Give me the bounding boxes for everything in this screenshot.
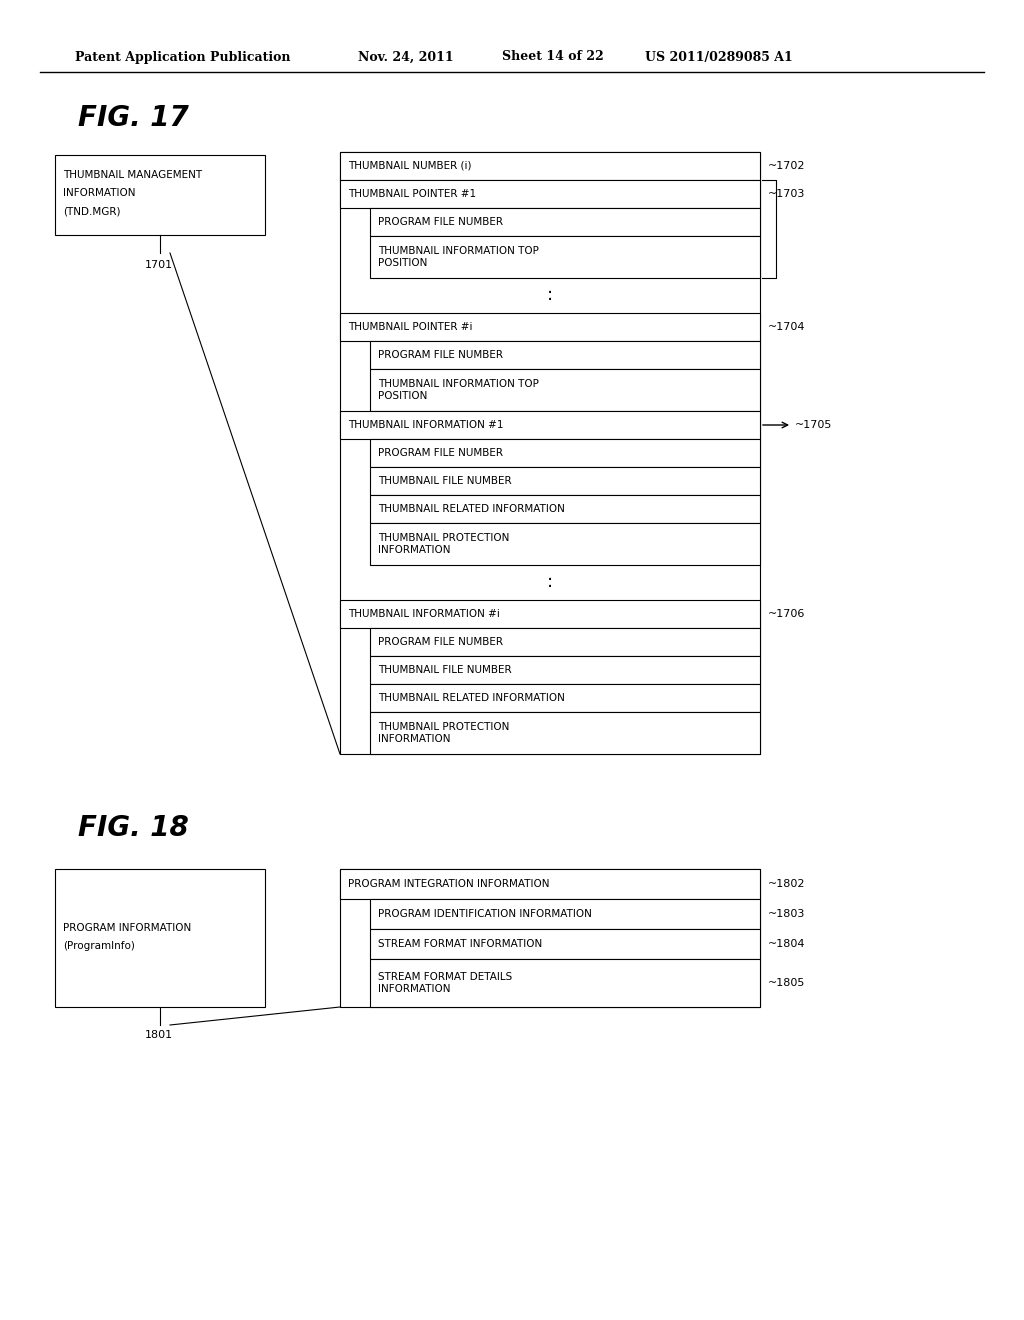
Text: THUMBNAIL MANAGEMENT: THUMBNAIL MANAGEMENT — [63, 170, 202, 180]
Bar — [340, 152, 760, 180]
Bar — [370, 960, 760, 1007]
Text: FIG. 17: FIG. 17 — [78, 104, 188, 132]
Text: THUMBNAIL INFORMATION TOP
POSITION: THUMBNAIL INFORMATION TOP POSITION — [378, 379, 539, 401]
Text: STREAM FORMAT INFORMATION: STREAM FORMAT INFORMATION — [378, 939, 543, 949]
Text: STREAM FORMAT DETAILS
INFORMATION: STREAM FORMAT DETAILS INFORMATION — [378, 973, 512, 994]
Bar — [340, 869, 760, 1007]
Text: ~1705: ~1705 — [795, 420, 833, 430]
Text: THUMBNAIL INFORMATION #i: THUMBNAIL INFORMATION #i — [348, 609, 500, 619]
Bar — [370, 929, 760, 960]
Bar — [340, 601, 760, 628]
Bar — [340, 411, 760, 440]
Text: THUMBNAIL POINTER #1: THUMBNAIL POINTER #1 — [348, 189, 476, 199]
Text: Sheet 14 of 22: Sheet 14 of 22 — [502, 50, 604, 63]
Text: INFORMATION: INFORMATION — [63, 187, 135, 198]
Text: (ProgramInfo): (ProgramInfo) — [63, 941, 135, 950]
Bar — [340, 180, 760, 209]
Text: ~1804: ~1804 — [768, 939, 806, 949]
Text: Patent Application Publication: Patent Application Publication — [75, 50, 291, 63]
Bar — [340, 152, 760, 754]
Text: :: : — [547, 286, 553, 304]
Bar — [370, 523, 760, 565]
Text: PROGRAM FILE NUMBER: PROGRAM FILE NUMBER — [378, 350, 503, 360]
Text: ~1706: ~1706 — [768, 609, 805, 619]
Text: PROGRAM FILE NUMBER: PROGRAM FILE NUMBER — [378, 447, 503, 458]
Text: THUMBNAIL PROTECTION
INFORMATION: THUMBNAIL PROTECTION INFORMATION — [378, 533, 509, 554]
Text: :: : — [547, 573, 553, 591]
Text: THUMBNAIL INFORMATION TOP
POSITION: THUMBNAIL INFORMATION TOP POSITION — [378, 247, 539, 268]
Text: 1701: 1701 — [145, 260, 173, 271]
Text: ~1805: ~1805 — [768, 978, 805, 987]
Text: ~1702: ~1702 — [768, 161, 806, 172]
Bar — [55, 869, 265, 1007]
Bar — [370, 341, 760, 370]
Text: FIG. 18: FIG. 18 — [78, 814, 188, 842]
Text: PROGRAM IDENTIFICATION INFORMATION: PROGRAM IDENTIFICATION INFORMATION — [378, 909, 592, 919]
Bar — [370, 656, 760, 684]
Text: (TND.MGR): (TND.MGR) — [63, 206, 121, 216]
Text: US 2011/0289085 A1: US 2011/0289085 A1 — [645, 50, 793, 63]
Text: THUMBNAIL INFORMATION #1: THUMBNAIL INFORMATION #1 — [348, 420, 504, 430]
Text: ~1704: ~1704 — [768, 322, 806, 333]
Bar — [370, 440, 760, 467]
Text: THUMBNAIL POINTER #i: THUMBNAIL POINTER #i — [348, 322, 472, 333]
Text: THUMBNAIL PROTECTION
INFORMATION: THUMBNAIL PROTECTION INFORMATION — [378, 722, 509, 743]
Text: THUMBNAIL FILE NUMBER: THUMBNAIL FILE NUMBER — [378, 665, 512, 675]
Bar — [370, 209, 760, 236]
Text: THUMBNAIL FILE NUMBER: THUMBNAIL FILE NUMBER — [378, 477, 512, 486]
Bar — [340, 313, 760, 341]
Bar — [370, 711, 760, 754]
Text: Nov. 24, 2011: Nov. 24, 2011 — [358, 50, 454, 63]
Text: PROGRAM INFORMATION: PROGRAM INFORMATION — [63, 923, 191, 933]
Text: THUMBNAIL NUMBER (i): THUMBNAIL NUMBER (i) — [348, 161, 471, 172]
Text: THUMBNAIL RELATED INFORMATION: THUMBNAIL RELATED INFORMATION — [378, 693, 565, 704]
Bar — [370, 684, 760, 711]
Text: ~1703: ~1703 — [768, 189, 805, 199]
Text: ~1802: ~1802 — [768, 879, 806, 888]
Bar — [370, 899, 760, 929]
Text: PROGRAM FILE NUMBER: PROGRAM FILE NUMBER — [378, 638, 503, 647]
Text: THUMBNAIL RELATED INFORMATION: THUMBNAIL RELATED INFORMATION — [378, 504, 565, 513]
Text: PROGRAM INTEGRATION INFORMATION: PROGRAM INTEGRATION INFORMATION — [348, 879, 550, 888]
Bar — [340, 869, 760, 899]
Bar — [370, 370, 760, 411]
Text: PROGRAM FILE NUMBER: PROGRAM FILE NUMBER — [378, 216, 503, 227]
Bar — [370, 495, 760, 523]
Bar — [55, 154, 265, 235]
Bar — [370, 628, 760, 656]
Bar — [370, 467, 760, 495]
Text: ~1803: ~1803 — [768, 909, 805, 919]
Bar — [370, 236, 760, 279]
Text: 1801: 1801 — [145, 1030, 173, 1040]
